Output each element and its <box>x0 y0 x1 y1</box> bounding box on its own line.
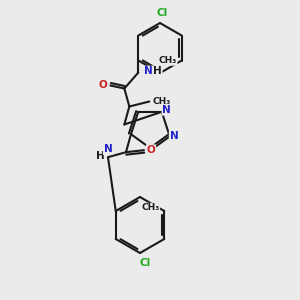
Text: H: H <box>153 67 162 76</box>
Text: Cl: Cl <box>140 258 151 268</box>
Text: CH₃: CH₃ <box>158 56 177 65</box>
Text: CH₃: CH₃ <box>141 203 159 212</box>
Text: H: H <box>96 151 104 161</box>
Text: O: O <box>147 145 155 155</box>
Text: N: N <box>144 67 153 76</box>
Text: N: N <box>162 105 171 115</box>
Text: N: N <box>169 131 178 141</box>
Text: Cl: Cl <box>156 8 168 18</box>
Text: N: N <box>103 144 112 154</box>
Text: O: O <box>99 80 108 89</box>
Text: CH₃: CH₃ <box>152 97 170 106</box>
